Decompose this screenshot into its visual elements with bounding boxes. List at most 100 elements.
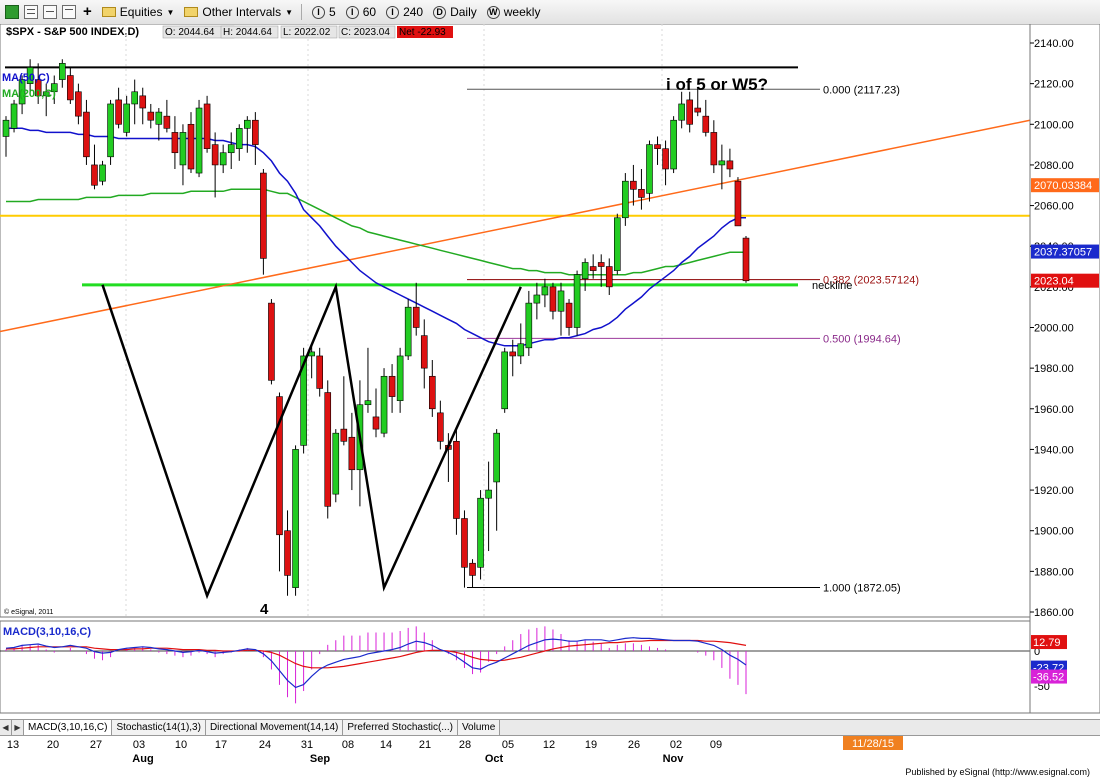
candle-body bbox=[517, 343, 525, 357]
price-axis bbox=[1029, 23, 1100, 714]
candle-body bbox=[244, 119, 251, 129]
candle-body bbox=[380, 375, 388, 434]
interval-icon: D bbox=[433, 5, 447, 19]
ohlc-box bbox=[280, 25, 338, 39]
candle-body bbox=[614, 217, 621, 271]
w-pattern-line bbox=[101, 282, 522, 600]
window-icon[interactable] bbox=[62, 5, 76, 19]
tab-stochastic[interactable]: Stochastic(14(1),3) bbox=[112, 720, 206, 735]
candle-body bbox=[726, 160, 734, 170]
candle-body bbox=[469, 562, 476, 576]
candle-body bbox=[541, 286, 549, 296]
macd-tag bbox=[1031, 635, 1067, 650]
candle-body bbox=[694, 107, 702, 113]
candle-body bbox=[638, 189, 645, 198]
weekly-button[interactable]: weekly bbox=[503, 5, 541, 19]
axis-layer: 2140.00 2120.00 2100.00 2080.00 2060.00 20 4 0.… bbox=[7, 23, 1100, 765]
date-tick-label: 31 bbox=[301, 739, 313, 751]
candle-body bbox=[300, 355, 307, 446]
date-tick-label: 21 bbox=[419, 739, 431, 751]
candle-body bbox=[742, 237, 750, 282]
footer: Published by eSignal (http://www.esignal… bbox=[0, 765, 1100, 779]
dropdown-caret-icon[interactable]: ▼ bbox=[166, 7, 175, 17]
candle-body bbox=[549, 286, 557, 312]
wave-label: i of 5 or W5? bbox=[666, 75, 768, 94]
folder-icon bbox=[184, 7, 199, 17]
scroll-right-icon[interactable]: ▶ bbox=[12, 720, 24, 735]
macd-legend: MACD(3,10,16,C) bbox=[3, 626, 91, 638]
price-tag bbox=[1031, 178, 1099, 193]
neckline-label: neckline bbox=[812, 280, 852, 292]
candle-body bbox=[284, 530, 291, 576]
candle-body bbox=[324, 392, 332, 507]
ohlc-box bbox=[220, 25, 279, 39]
copyright-label: © eSignal, 2011 bbox=[4, 608, 54, 616]
candle-body bbox=[292, 449, 299, 588]
candle-body bbox=[710, 132, 718, 166]
candle-body bbox=[420, 335, 428, 369]
tab-directional-movement[interactable]: Directional Movement(14,14) bbox=[205, 720, 344, 735]
date-tick-label: 14 bbox=[380, 739, 392, 751]
date-tick-label: 19 bbox=[585, 739, 597, 751]
macd-tick-label: 0 bbox=[1034, 646, 1040, 658]
equities-menu[interactable]: Equities bbox=[119, 5, 163, 19]
price-tag-label: 2037.37057 bbox=[1034, 247, 1092, 259]
candle-body bbox=[115, 99, 122, 125]
chart-window[interactable]: $SPX - S&P 500 INDEX,D) O: 2044.64 H: 20… bbox=[0, 23, 1100, 779]
candle-body bbox=[630, 180, 637, 190]
ma200-legend: MA(200,C) bbox=[2, 88, 56, 100]
date-tick-label: 26 bbox=[628, 739, 640, 751]
add-icon[interactable]: + bbox=[83, 3, 92, 20]
price-tick-label: 1860.00 bbox=[1034, 607, 1074, 619]
candle-body bbox=[276, 396, 283, 536]
tab-volume[interactable]: Volume bbox=[457, 720, 501, 735]
candle-body bbox=[533, 294, 541, 304]
grid-icon[interactable] bbox=[24, 5, 38, 19]
date-tick-label: 05 bbox=[502, 739, 514, 751]
open-value: O: 2044.64 bbox=[165, 27, 215, 38]
candle-body bbox=[501, 351, 508, 410]
candle-body bbox=[525, 302, 533, 349]
month-label: Oct bbox=[485, 753, 504, 765]
candle-body bbox=[75, 91, 82, 117]
daily-button[interactable]: Daily bbox=[450, 5, 477, 19]
candle-body bbox=[203, 103, 211, 149]
other-intervals-menu[interactable]: Other Intervals bbox=[202, 5, 282, 19]
fib-label-0.000: 0.000 (2117.23) bbox=[823, 84, 900, 96]
candle-body bbox=[99, 164, 106, 182]
candle-body bbox=[155, 111, 163, 125]
interval-240-button[interactable]: 240 bbox=[403, 5, 424, 19]
candle-body bbox=[646, 144, 653, 194]
candle-body bbox=[662, 148, 669, 170]
candle-body bbox=[654, 144, 661, 149]
candle-body bbox=[589, 266, 597, 271]
tab-macd[interactable]: MACD(3,10,16,C) bbox=[24, 720, 113, 735]
price-tick-label: 2080.00 bbox=[1034, 160, 1074, 172]
interval-60-button[interactable]: 60 bbox=[362, 5, 377, 19]
candle-body bbox=[268, 302, 275, 381]
trend-line bbox=[0, 119, 1031, 333]
macd-line bbox=[5, 637, 747, 689]
price-chart[interactable]: $SPX - S&P 500 INDEX,D) O: 2044.64 H: 20… bbox=[0, 23, 1100, 779]
scroll-left-icon[interactable]: ◀ bbox=[0, 720, 12, 735]
fib-label-0.500: 0.500 (1994.64) bbox=[823, 333, 901, 345]
publisher-credit: Published by eSignal (http://www.esignal… bbox=[905, 767, 1090, 777]
layout-icon[interactable] bbox=[43, 5, 57, 19]
interval-5-button[interactable]: 5 bbox=[329, 5, 336, 19]
date-tag-label: 11/28/15 bbox=[852, 738, 894, 750]
low-value: L: 2022.02 bbox=[283, 27, 331, 38]
candle-body bbox=[364, 400, 372, 406]
plot-layer: 0.000 (2117.23) 0.382 (2023.57124) 0.500 (… bbox=[0, 23, 1031, 618]
tab-preferred-stochastic[interactable]: Preferred Stochastic(...) bbox=[343, 720, 458, 735]
dropdown-caret-icon[interactable]: ▼ bbox=[285, 7, 294, 17]
ma50-line bbox=[6, 127, 746, 347]
price-tag bbox=[1031, 244, 1099, 259]
candle-body bbox=[252, 119, 259, 145]
fib-label-1.000: 1.000 (1872.05) bbox=[823, 583, 901, 595]
candle-body bbox=[235, 128, 243, 149]
month-label: Aug bbox=[132, 753, 153, 765]
price-tick-label: 1980.00 bbox=[1034, 363, 1074, 375]
candle-body bbox=[485, 489, 492, 499]
chart-icon[interactable] bbox=[5, 5, 19, 19]
price-tag-label: 2070.03384 bbox=[1034, 180, 1092, 192]
